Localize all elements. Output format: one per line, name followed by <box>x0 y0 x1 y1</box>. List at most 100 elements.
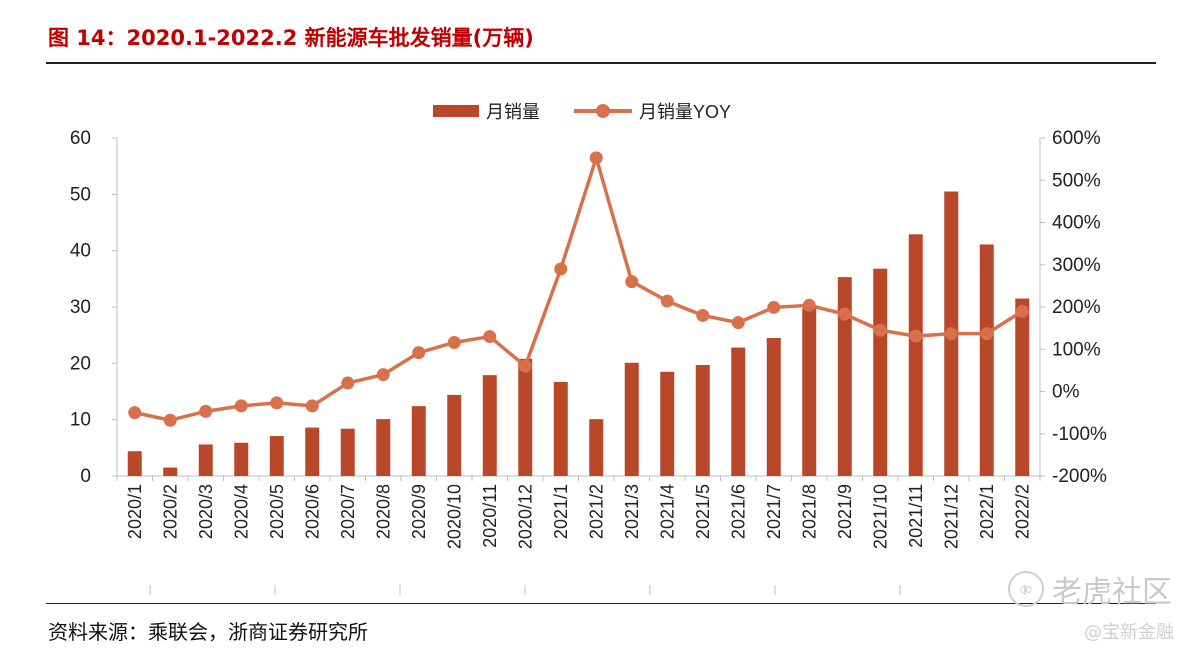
bar-monthly-sales <box>660 371 675 476</box>
x-tick-label: 2020/1 <box>125 484 145 539</box>
right-tick-label: 400% <box>1052 213 1101 234</box>
bar-monthly-sales <box>482 375 497 476</box>
bar-monthly-sales <box>589 419 604 476</box>
watermark-sub: @宝新金融 <box>1084 622 1174 643</box>
bar-monthly-sales <box>269 436 284 476</box>
right-tick-label: 600% <box>1052 128 1101 149</box>
bar-monthly-sales <box>340 428 355 476</box>
yoy-point <box>909 329 923 343</box>
x-tick-label: 2021/4 <box>657 484 677 539</box>
bar-monthly-sales <box>624 362 639 476</box>
x-tick-label: 2022/1 <box>977 484 997 539</box>
bar-monthly-sales <box>766 337 781 476</box>
bar-monthly-sales <box>695 365 710 476</box>
right-tick-label: 300% <box>1052 255 1101 276</box>
x-tick-label: 2022/2 <box>1012 484 1032 539</box>
left-tick-label: 30 <box>70 297 91 318</box>
figure-title: 图 14：2020.1-2022.2 新能源车批发销量(万辆) <box>48 26 534 50</box>
bar-monthly-sales <box>411 406 426 476</box>
bar-monthly-sales <box>1015 298 1030 476</box>
left-tick-label: 10 <box>70 410 91 431</box>
yoy-point <box>163 413 177 427</box>
tiger-logo-icon: ∞ <box>1008 571 1044 607</box>
yoy-point <box>589 151 603 165</box>
x-tick-label: 2021/2 <box>586 484 606 539</box>
yoy-point <box>270 396 284 410</box>
x-tick-label: 2020/8 <box>373 484 393 539</box>
yoy-point <box>199 404 213 418</box>
x-tick-label: 2020/7 <box>338 484 358 539</box>
x-tick-label: 2020/9 <box>409 484 429 539</box>
x-tick-label: 2021/12 <box>941 484 961 549</box>
bar-monthly-sales <box>731 347 746 476</box>
yoy-point <box>696 308 710 322</box>
yoy-point <box>341 376 355 390</box>
source-note: 资料来源：乘联会，浙商证券研究所 <box>48 620 368 644</box>
source-divider <box>46 603 1156 604</box>
yoy-point <box>447 335 461 349</box>
bar-monthly-sales <box>553 381 568 476</box>
x-tick-label: 2021/1 <box>551 484 571 539</box>
watermark: ∞ 老虎社区 <box>1008 567 1172 611</box>
yoy-point <box>376 368 390 382</box>
left-tick-label: 20 <box>70 353 91 374</box>
bar-series <box>127 191 1030 476</box>
bar-monthly-sales <box>518 358 533 476</box>
bar-monthly-sales <box>198 444 213 476</box>
x-tick-label: 2020/3 <box>196 484 216 539</box>
yoy-point <box>660 294 674 308</box>
bar-monthly-sales <box>979 244 994 476</box>
yoy-point <box>554 262 568 276</box>
bar-monthly-sales <box>127 451 142 476</box>
yoy-point <box>1015 304 1029 318</box>
legend: 月销量 月销量YOY <box>433 102 731 122</box>
axes: 0 10 20 30 40 50 60 -200% -100% 0% 100% 200% 300% 400… <box>70 128 1107 595</box>
yoy-point <box>128 406 142 420</box>
bar-monthly-sales <box>447 394 462 476</box>
right-tick-label: -200% <box>1052 466 1107 487</box>
bar-monthly-sales <box>802 308 817 476</box>
bar-monthly-sales <box>305 427 320 476</box>
right-tick-label: 0% <box>1052 382 1080 403</box>
yoy-line <box>134 156 1024 422</box>
x-tick-label: 2021/11 <box>906 484 926 548</box>
x-tick-label: 2021/5 <box>693 484 713 539</box>
right-tick-label: -100% <box>1052 424 1107 445</box>
legend-line-label: 月销量YOY <box>639 102 731 122</box>
yoy-point <box>873 323 887 337</box>
yoy-point <box>944 327 958 341</box>
x-tick-label: 2020/2 <box>160 484 180 539</box>
yoy-point <box>518 359 532 373</box>
bar-monthly-sales <box>376 419 391 476</box>
yoy-point <box>802 298 816 312</box>
bar-monthly-sales <box>873 268 888 476</box>
x-tick-label: 2020/12 <box>515 484 535 549</box>
right-tick-label: 500% <box>1052 170 1101 191</box>
x-tick-label: 2020/6 <box>302 484 322 539</box>
watermark-text: 老虎社区 <box>1052 575 1172 610</box>
right-tick-label: 200% <box>1052 297 1101 318</box>
left-tick-label: 0 <box>80 466 91 487</box>
yoy-point <box>838 307 852 321</box>
x-tick-label: 2021/8 <box>799 484 819 539</box>
x-tick-label: 2020/11 <box>480 484 500 548</box>
yoy-point <box>234 399 248 413</box>
x-tick-label: 2021/7 <box>764 484 784 539</box>
x-tick-label: 2020/10 <box>444 484 464 549</box>
yoy-point <box>767 300 781 314</box>
yoy-point <box>980 327 994 341</box>
yoy-point <box>305 399 319 413</box>
bar-monthly-sales <box>163 467 178 476</box>
left-tick-label: 50 <box>70 184 91 205</box>
legend-line-marker <box>596 104 610 118</box>
yoy-point <box>731 316 745 330</box>
yoy-point <box>625 275 639 289</box>
yoy-point <box>483 330 497 344</box>
x-tick-label: 2020/4 <box>231 484 251 539</box>
title-divider <box>46 62 1156 64</box>
legend-bar-swatch <box>433 105 479 117</box>
x-tick-label: 2021/6 <box>728 484 748 539</box>
yoy-point <box>412 346 426 360</box>
x-tick-label: 2020/5 <box>267 484 287 539</box>
